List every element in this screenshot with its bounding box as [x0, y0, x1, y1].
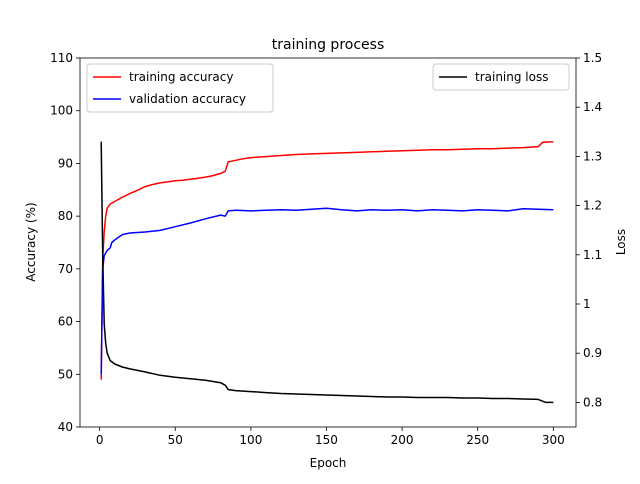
series-line-validation-accuracy: [100, 207, 554, 375]
x-tick-label: 150: [315, 433, 338, 447]
y-right-tick-label: 0.8: [583, 395, 602, 409]
x-tick-label: 250: [466, 433, 489, 447]
y-left-tick-label: 110: [50, 51, 73, 65]
x-axis-label: Epoch: [310, 456, 347, 470]
legend-left-label: validation accuracy: [129, 92, 246, 106]
plot-frame: [79, 57, 577, 428]
legend-left-box: [86, 63, 274, 113]
y-left-tick-label: 50: [58, 367, 73, 381]
x-tick-label: 200: [391, 433, 414, 447]
y-left-tick-label: 90: [58, 156, 73, 170]
y-right-tick-label: 1: [583, 297, 591, 311]
y-right-tick-label: 1.5: [583, 51, 602, 65]
y-axis-right-label: Loss: [614, 229, 628, 255]
legend-right-box: [432, 63, 570, 91]
series-line-training-accuracy: [100, 141, 554, 380]
y-right-tick-label: 1.1: [583, 248, 602, 262]
y-axis-left-label: Accuracy (%): [24, 202, 38, 281]
x-tick-label: 300: [542, 433, 565, 447]
y-right-tick-label: 1.4: [583, 100, 602, 114]
y-left-tick-label: 100: [50, 104, 73, 118]
chart-title: training process: [272, 37, 385, 53]
y-right-tick-label: 0.9: [583, 346, 602, 360]
y-left-tick-label: 70: [58, 262, 73, 276]
x-tick-label: 50: [168, 433, 183, 447]
y-right-tick-label: 1.2: [583, 199, 602, 213]
series-line-training-loss: [100, 141, 554, 404]
legend-left-label: training accuracy: [129, 70, 233, 84]
legend-right-label: training loss: [475, 70, 548, 84]
x-tick-label: 100: [239, 433, 262, 447]
y-right-tick-label: 1.3: [583, 149, 602, 163]
y-left-tick-label: 60: [58, 315, 73, 329]
y-left-tick-label: 40: [58, 420, 73, 434]
x-tick-label: 0: [96, 433, 104, 447]
y-left-tick-label: 80: [58, 209, 73, 223]
